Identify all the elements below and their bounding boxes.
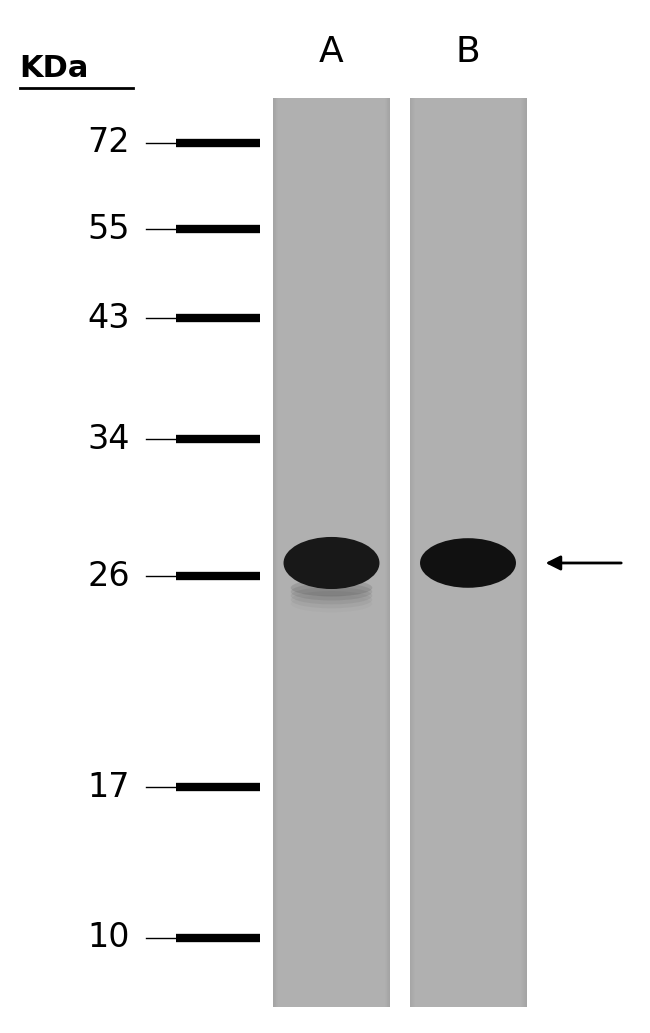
Bar: [388, 98, 389, 1007]
Bar: [524, 98, 525, 1007]
Text: 34: 34: [88, 422, 130, 456]
Bar: [274, 98, 275, 1007]
Ellipse shape: [283, 537, 380, 589]
Bar: [276, 98, 278, 1007]
Bar: [410, 98, 526, 1007]
Text: 72: 72: [87, 126, 130, 159]
Bar: [273, 98, 390, 1007]
Ellipse shape: [291, 587, 372, 604]
Bar: [389, 98, 390, 1007]
Bar: [275, 98, 276, 1007]
Text: KDa: KDa: [20, 54, 89, 83]
Text: 26: 26: [87, 560, 130, 593]
Ellipse shape: [291, 583, 372, 600]
Text: B: B: [456, 35, 480, 69]
Bar: [410, 98, 411, 1007]
Bar: [414, 98, 415, 1007]
Bar: [412, 98, 413, 1007]
Ellipse shape: [420, 538, 516, 588]
Bar: [525, 98, 526, 1007]
Bar: [385, 98, 387, 1007]
Text: 43: 43: [88, 302, 130, 335]
Bar: [522, 98, 523, 1007]
Text: 10: 10: [88, 921, 130, 954]
Bar: [413, 98, 414, 1007]
Text: 55: 55: [88, 213, 130, 246]
Text: 17: 17: [88, 771, 130, 804]
Bar: [273, 98, 274, 1007]
Ellipse shape: [291, 580, 372, 596]
Bar: [523, 98, 524, 1007]
Bar: [521, 98, 522, 1007]
Bar: [411, 98, 412, 1007]
Bar: [387, 98, 388, 1007]
Text: A: A: [319, 35, 344, 69]
